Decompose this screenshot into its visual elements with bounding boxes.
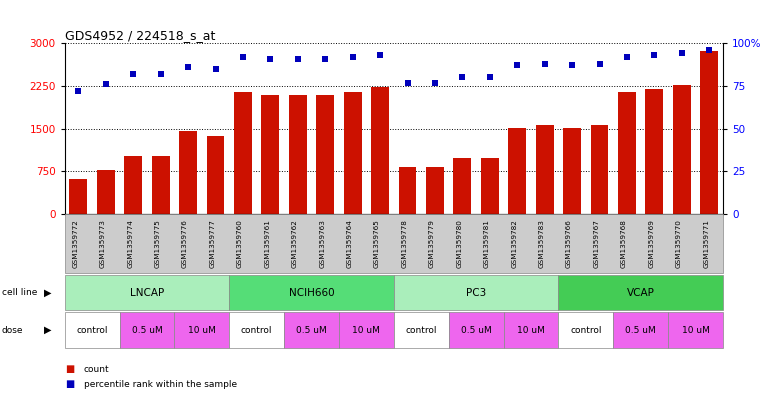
- Text: GSM1359766: GSM1359766: [566, 219, 572, 268]
- Bar: [536, 125, 553, 214]
- Text: GSM1359782: GSM1359782: [511, 219, 517, 268]
- Text: GSM1359780: GSM1359780: [457, 219, 463, 268]
- Bar: [344, 92, 361, 214]
- Text: GSM1359763: GSM1359763: [320, 219, 325, 268]
- Bar: [700, 51, 718, 214]
- Point: [209, 66, 221, 72]
- Bar: [508, 128, 526, 214]
- Bar: [645, 89, 664, 214]
- Text: dose: dose: [2, 326, 23, 334]
- Bar: [371, 87, 389, 214]
- Text: count: count: [84, 365, 110, 374]
- Text: 0.5 uM: 0.5 uM: [132, 326, 162, 334]
- Text: percentile rank within the sample: percentile rank within the sample: [84, 380, 237, 389]
- Text: GSM1359762: GSM1359762: [291, 219, 298, 268]
- Bar: [426, 167, 444, 214]
- Text: GSM1359771: GSM1359771: [703, 219, 709, 268]
- Text: PC3: PC3: [466, 288, 486, 298]
- Text: GSM1359777: GSM1359777: [209, 219, 215, 268]
- Bar: [151, 156, 170, 214]
- Text: control: control: [241, 326, 272, 334]
- Text: control: control: [406, 326, 437, 334]
- Text: GSM1359781: GSM1359781: [484, 219, 490, 268]
- Text: NCIH660: NCIH660: [288, 288, 334, 298]
- Text: GSM1359770: GSM1359770: [676, 219, 682, 268]
- Text: 10 uM: 10 uM: [188, 326, 216, 334]
- Point: [346, 54, 358, 60]
- Point: [703, 47, 715, 53]
- Bar: [317, 94, 334, 214]
- Bar: [97, 170, 115, 214]
- Text: GSM1359776: GSM1359776: [182, 219, 188, 268]
- Text: GSM1359760: GSM1359760: [237, 219, 243, 268]
- Text: VCAP: VCAP: [627, 288, 654, 298]
- Bar: [454, 158, 471, 214]
- Text: GSM1359772: GSM1359772: [72, 219, 78, 268]
- Text: GSM1359769: GSM1359769: [648, 219, 654, 268]
- Text: GSM1359783: GSM1359783: [539, 219, 545, 268]
- Text: GSM1359779: GSM1359779: [429, 219, 435, 268]
- Text: 0.5 uM: 0.5 uM: [460, 326, 492, 334]
- Point: [237, 54, 249, 60]
- Text: ▶: ▶: [44, 325, 52, 335]
- Bar: [289, 94, 307, 214]
- Text: ■: ■: [65, 379, 74, 389]
- Point: [594, 61, 606, 67]
- Point: [484, 74, 496, 81]
- Text: 0.5 uM: 0.5 uM: [296, 326, 327, 334]
- Text: GSM1359778: GSM1359778: [402, 219, 408, 268]
- Text: LNCAP: LNCAP: [130, 288, 164, 298]
- Text: 10 uM: 10 uM: [517, 326, 545, 334]
- Bar: [618, 92, 636, 214]
- Text: 0.5 uM: 0.5 uM: [626, 326, 656, 334]
- Text: control: control: [570, 326, 601, 334]
- Point: [429, 79, 441, 86]
- Bar: [234, 92, 252, 214]
- Point: [127, 71, 139, 77]
- Point: [648, 52, 661, 58]
- Point: [566, 62, 578, 69]
- Bar: [481, 158, 498, 214]
- Text: GSM1359764: GSM1359764: [347, 219, 352, 268]
- Text: GSM1359775: GSM1359775: [154, 219, 161, 268]
- Point: [374, 52, 386, 58]
- Point: [319, 55, 331, 62]
- Bar: [673, 85, 691, 214]
- Point: [676, 50, 688, 57]
- Text: ▶: ▶: [44, 288, 52, 298]
- Point: [457, 74, 469, 81]
- Bar: [69, 179, 88, 214]
- Text: GSM1359774: GSM1359774: [127, 219, 133, 268]
- Point: [511, 62, 524, 69]
- Point: [291, 55, 304, 62]
- Point: [72, 88, 84, 94]
- Text: GSM1359773: GSM1359773: [100, 219, 106, 268]
- Bar: [591, 125, 609, 214]
- Point: [539, 61, 551, 67]
- Point: [182, 64, 194, 70]
- Text: GSM1359768: GSM1359768: [621, 219, 627, 268]
- Bar: [207, 136, 224, 214]
- Bar: [399, 167, 416, 214]
- Point: [621, 54, 633, 60]
- Point: [154, 71, 167, 77]
- Text: GSM1359767: GSM1359767: [594, 219, 600, 268]
- Bar: [563, 128, 581, 214]
- Text: ■: ■: [65, 364, 74, 375]
- Text: control: control: [76, 326, 108, 334]
- Bar: [124, 156, 142, 214]
- Text: 10 uM: 10 uM: [352, 326, 380, 334]
- Text: GSM1359761: GSM1359761: [264, 219, 270, 268]
- Text: 10 uM: 10 uM: [682, 326, 709, 334]
- Bar: [179, 131, 197, 214]
- Point: [264, 55, 276, 62]
- Text: GDS4952 / 224518_s_at: GDS4952 / 224518_s_at: [65, 29, 215, 42]
- Bar: [262, 94, 279, 214]
- Text: cell line: cell line: [2, 288, 37, 297]
- Point: [100, 81, 112, 87]
- Point: [402, 79, 414, 86]
- Text: GSM1359765: GSM1359765: [374, 219, 380, 268]
